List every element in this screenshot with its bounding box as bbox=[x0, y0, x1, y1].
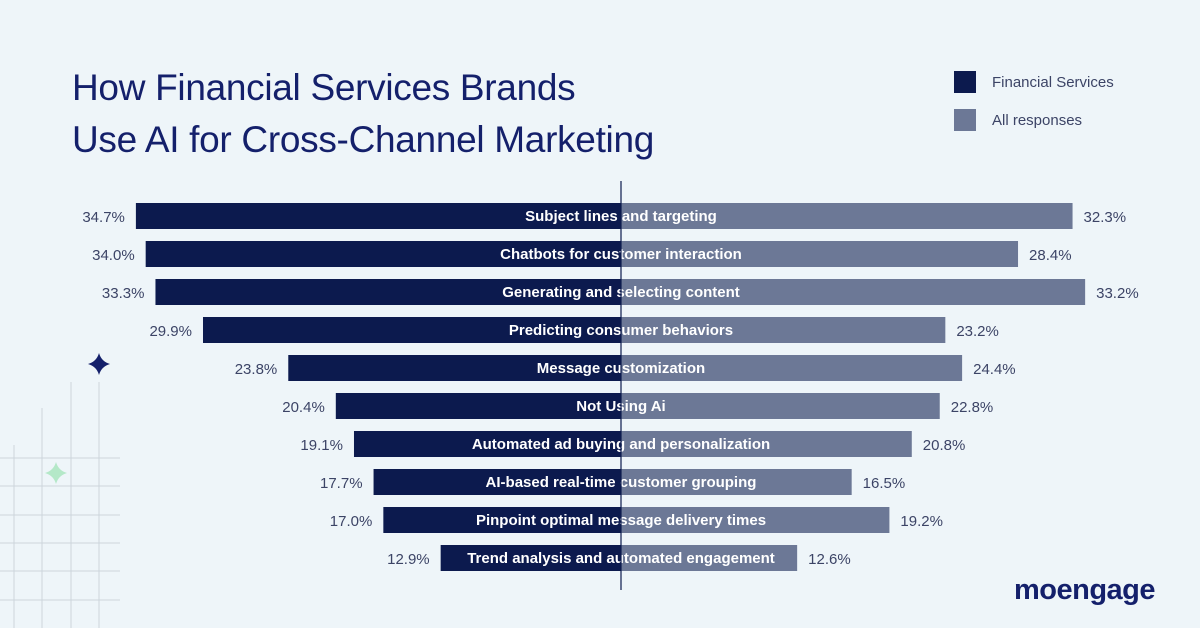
data-label-all-responses: 33.2% bbox=[1096, 285, 1139, 302]
bar-all-responses bbox=[621, 507, 890, 533]
data-label-financial-services: 33.3% bbox=[102, 285, 145, 302]
bar-financial-services bbox=[135, 203, 622, 229]
data-label-financial-services: 17.7% bbox=[320, 475, 363, 492]
data-label-all-responses: 16.5% bbox=[863, 475, 906, 492]
bar-financial-services bbox=[202, 317, 622, 343]
data-label-all-responses: 32.3% bbox=[1084, 209, 1127, 226]
bar-financial-services bbox=[373, 469, 621, 495]
legend-item-all-responses: All responses bbox=[954, 109, 1082, 131]
data-label-financial-services: 34.7% bbox=[82, 209, 125, 226]
title-line-2: Use AI for Cross-Channel Marketing bbox=[72, 119, 655, 160]
legend-label: Financial Services bbox=[992, 73, 1114, 91]
legend-item-financial-services: Financial Services bbox=[954, 71, 1114, 93]
bar-financial-services bbox=[383, 507, 621, 533]
bar-all-responses bbox=[621, 469, 852, 495]
data-label-financial-services: 29.9% bbox=[149, 323, 192, 340]
bar-all-responses bbox=[621, 355, 963, 381]
data-label-financial-services: 20.4% bbox=[282, 399, 325, 416]
bar-financial-services bbox=[335, 393, 621, 419]
data-label-all-responses: 28.4% bbox=[1029, 247, 1072, 264]
legend-label: All responses bbox=[992, 111, 1083, 129]
data-label-all-responses: 23.2% bbox=[956, 323, 999, 340]
decorative-grid bbox=[0, 353, 120, 628]
data-label-all-responses: 24.4% bbox=[973, 361, 1016, 378]
sparkle-star-icon bbox=[88, 353, 110, 375]
chart-title: How Financial Services Brands Use AI for … bbox=[72, 62, 654, 166]
legend-swatch bbox=[954, 71, 976, 93]
bar-financial-services bbox=[145, 241, 621, 267]
data-label-financial-services: 34.0% bbox=[92, 247, 135, 264]
bar-financial-services bbox=[353, 431, 621, 457]
data-label-financial-services: 23.8% bbox=[235, 361, 278, 378]
data-label-financial-services: 17.0% bbox=[330, 513, 373, 530]
sparkle-star-icon bbox=[45, 462, 67, 484]
data-label-all-responses: 19.2% bbox=[900, 513, 943, 530]
data-label-financial-services: 12.9% bbox=[387, 551, 430, 568]
bar-financial-services bbox=[440, 545, 621, 571]
data-label-financial-services: 19.1% bbox=[300, 437, 343, 454]
moengage-logo: moengage bbox=[1014, 574, 1156, 606]
bar-all-responses bbox=[621, 317, 946, 343]
bar-all-responses bbox=[621, 241, 1019, 267]
bar-financial-services bbox=[155, 279, 621, 305]
bar-financial-services bbox=[288, 355, 621, 381]
bar-all-responses bbox=[621, 279, 1086, 305]
bar-all-responses bbox=[621, 431, 912, 457]
title-line-1: How Financial Services Brands bbox=[72, 67, 576, 108]
legend-swatch bbox=[954, 109, 976, 131]
bar-all-responses bbox=[621, 545, 798, 571]
bar-all-responses bbox=[621, 203, 1073, 229]
data-label-all-responses: 12.6% bbox=[808, 551, 851, 568]
data-label-all-responses: 22.8% bbox=[951, 399, 994, 416]
bar-all-responses bbox=[621, 393, 940, 419]
data-label-all-responses: 20.8% bbox=[923, 437, 966, 454]
